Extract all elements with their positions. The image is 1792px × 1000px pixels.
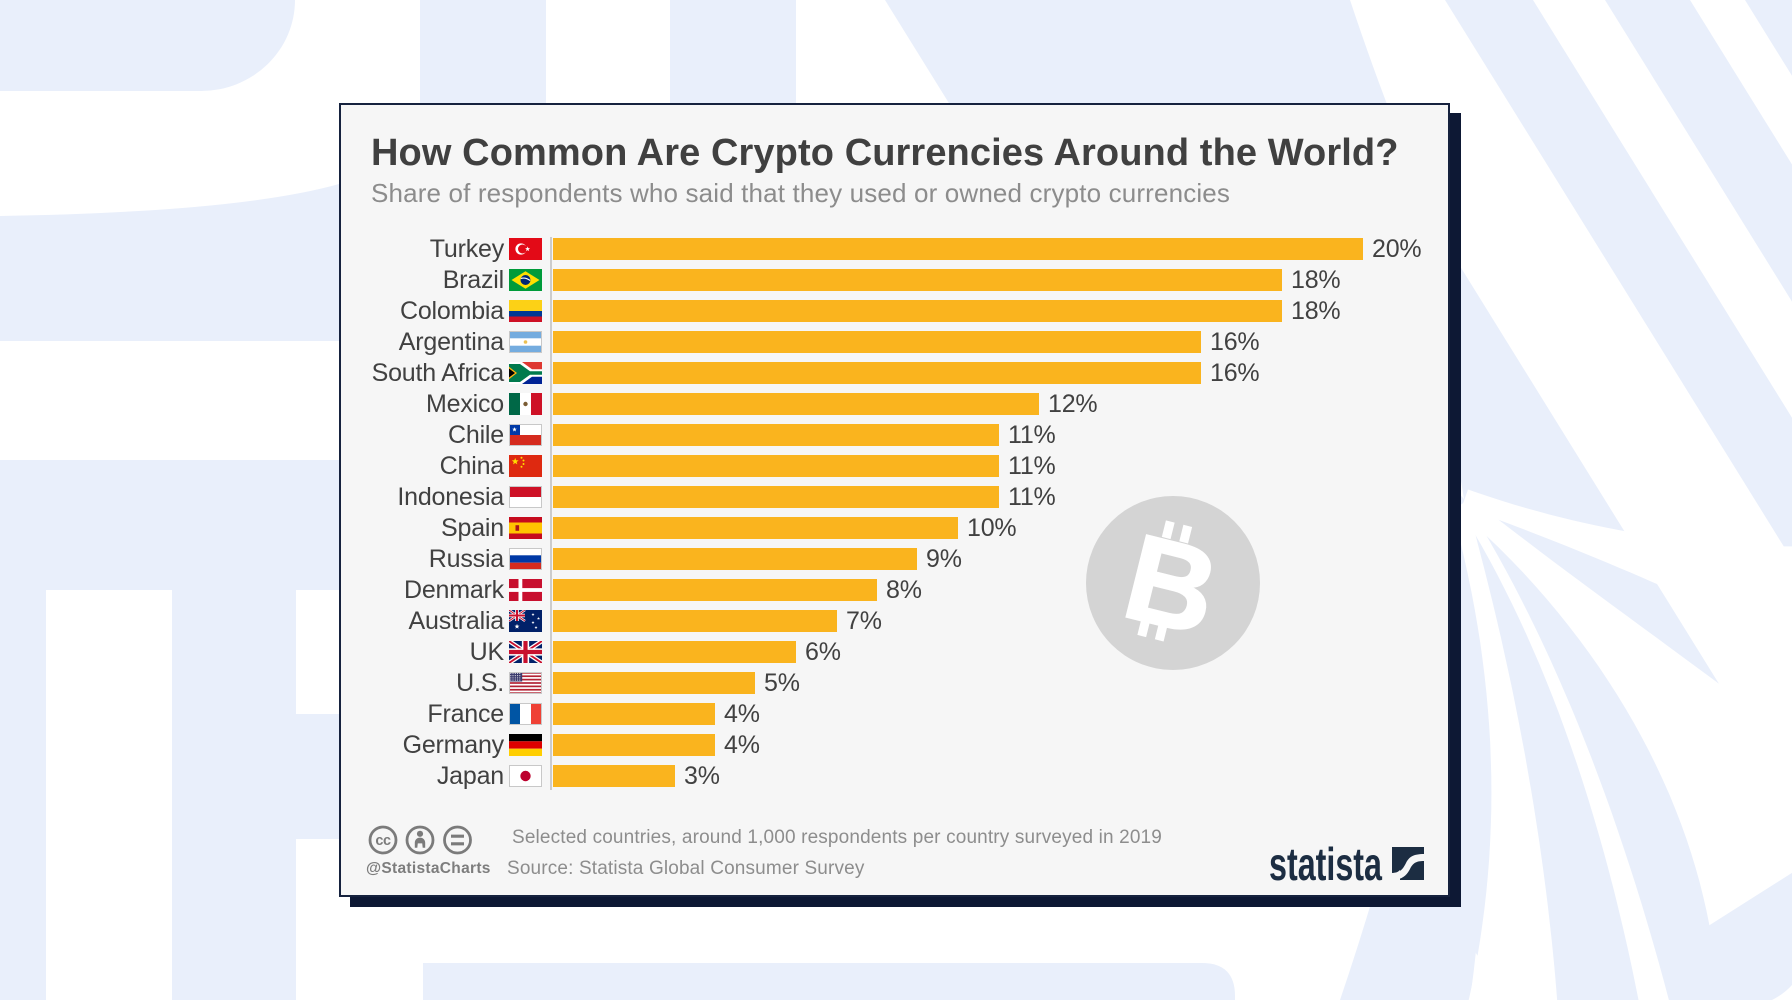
svg-text:statista: statista bbox=[1269, 843, 1382, 885]
svg-text:cc: cc bbox=[375, 833, 391, 849]
